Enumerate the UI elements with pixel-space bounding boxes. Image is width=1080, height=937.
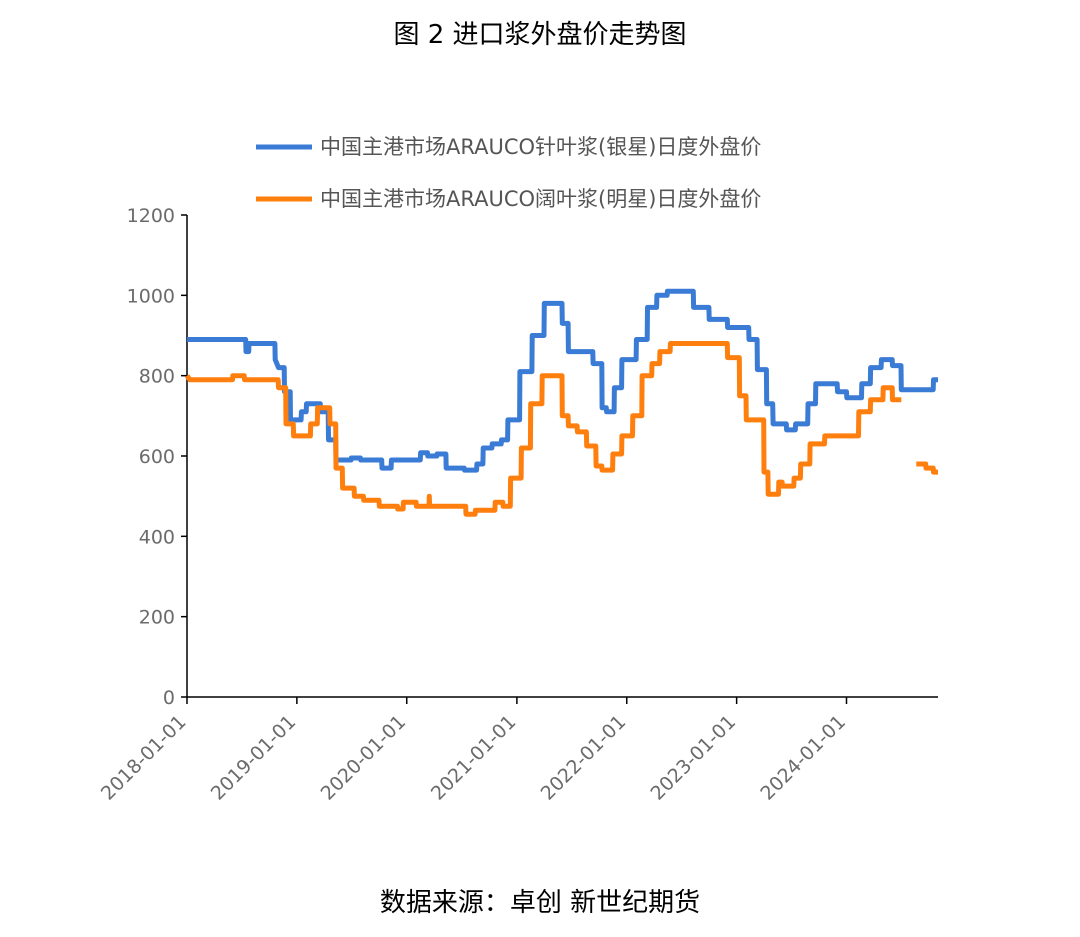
x-tick-label: 2022-01-01: [537, 711, 631, 805]
y-tick-label: 1000: [127, 285, 175, 307]
y-tick-label: 1200: [127, 205, 175, 227]
data-source-note: 数据来源：卓创 新世纪期货: [379, 888, 701, 918]
series-layer: [184, 288, 938, 517]
y-tick-label: 200: [139, 607, 175, 629]
x-tick-label: 2023-01-01: [647, 711, 741, 805]
x-tick-label: 2024-01-01: [756, 711, 850, 805]
chart-axes: 0 200 400 600 800 1000 1200 2018-01-01 2019-01-0…: [97, 205, 938, 805]
y-tick-label: 400: [139, 526, 175, 548]
series-line-1: [187, 288, 938, 473]
x-tick-label: 2018-01-01: [97, 711, 191, 805]
x-tick-label: 2020-01-01: [317, 711, 411, 805]
x-tick-label: 2021-01-01: [427, 711, 521, 805]
legend-label-1: 中国主港市场ARAUCO针叶浆(银星)日度外盘价: [320, 135, 761, 159]
x-tick-label: 2019-01-01: [207, 711, 301, 805]
y-tick-label: 0: [163, 687, 175, 709]
y-tick-label: 600: [139, 446, 175, 468]
legend-label-2: 中国主港市场ARAUCO阔叶浆(明星)日度外盘价: [320, 187, 761, 211]
chart-title: 图 2 进口浆外盘价走势图: [393, 20, 687, 50]
series-line-2-segment-2: [916, 461, 938, 475]
series-line-2-segment-1: [184, 341, 902, 517]
y-tick-label: 800: [139, 366, 175, 388]
chart-legend: 中国主港市场ARAUCO针叶浆(银星)日度外盘价中国主港市场ARAUCO阔叶浆(…: [256, 135, 761, 211]
